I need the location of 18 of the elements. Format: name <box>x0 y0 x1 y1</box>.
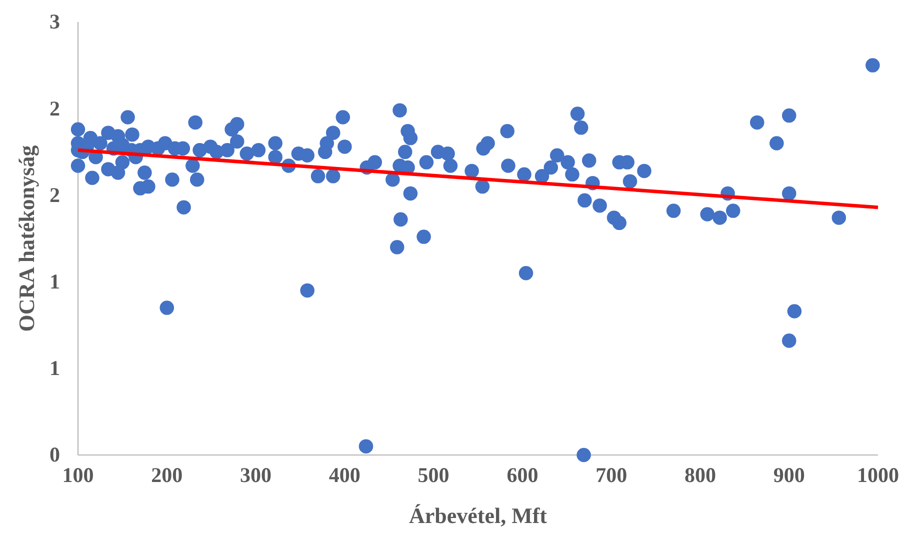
x-axis-title: Árbevétel, Mft <box>408 503 548 528</box>
y-tick-label: 2 <box>50 96 60 120</box>
y-tick-label: 0 <box>50 442 60 467</box>
x-tick-label: 300 <box>240 462 272 487</box>
y-tick-label: 1 <box>50 270 60 294</box>
y-tick-label: 2 <box>50 182 60 207</box>
y-tick-label: 3 <box>50 10 60 34</box>
x-tick-label: 400 <box>328 462 360 487</box>
y-tick-label: 1 <box>50 356 60 380</box>
x-tick-label: 500 <box>418 462 450 487</box>
x-tick-label: 700 <box>596 462 628 487</box>
y-axis-title: OCRA hatékonyság <box>14 145 39 332</box>
x-tick-label: 800 <box>684 462 716 487</box>
x-tick-label: 100 <box>62 462 94 487</box>
x-tick-label: 600 <box>506 462 538 487</box>
x-tick-label: 1000 <box>857 462 899 487</box>
x-tick-label: 900 <box>773 462 805 487</box>
x-tick-label: 200 <box>151 462 183 487</box>
